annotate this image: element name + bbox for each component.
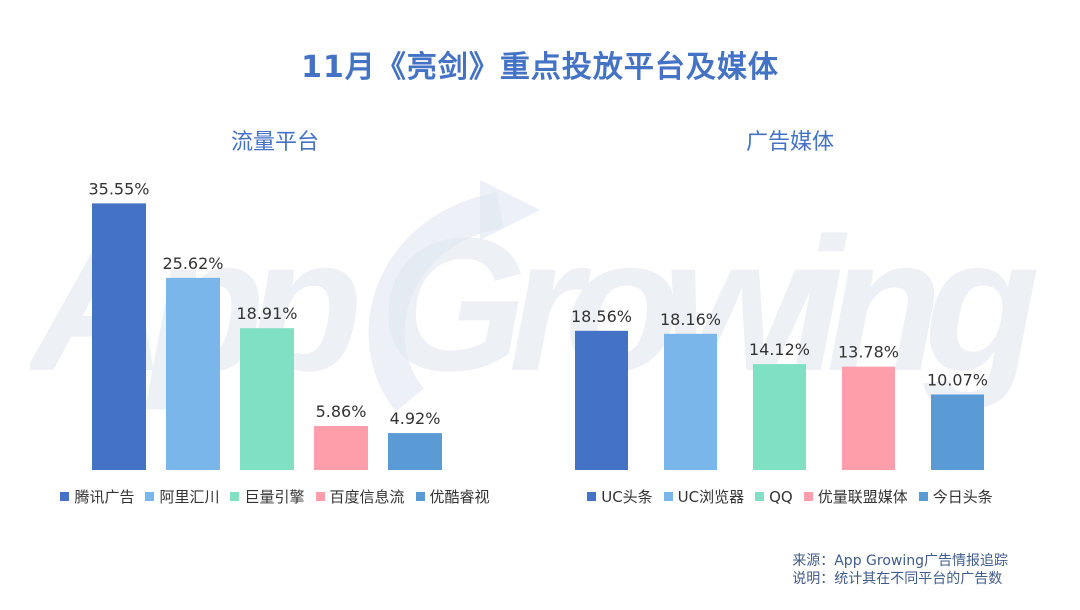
legend-swatch <box>60 492 70 501</box>
bar-1 <box>575 330 628 470</box>
legend-label: 腾讯广告 <box>74 488 135 506</box>
legend-item: 今日头条 <box>918 486 993 507</box>
legend-item: UC浏览器 <box>663 486 745 507</box>
legend-swatch <box>230 492 240 501</box>
legend-label: UC头条 <box>601 488 653 506</box>
legend-swatch <box>918 492 928 501</box>
legend-swatch <box>587 492 597 501</box>
chart-title-traffic-platforms: 流量平台 <box>230 130 319 155</box>
bar-chart-ad-media: 18.56% 18.16% 14.12% 13.78% 10.07% <box>571 307 988 470</box>
legend-swatch <box>415 492 425 501</box>
bar-value-label: 5.86% <box>316 402 367 421</box>
chart-panel-traffic-platforms: 流量平台 35.55% 25.62% 18.91% 5.86% 4.92% 腾讯广告 阿里… <box>40 120 510 530</box>
legend-item: 百度信息流 <box>315 486 405 507</box>
legend-item: UC头条 <box>587 486 653 507</box>
bar-2 <box>664 333 717 470</box>
legend-item: QQ <box>755 486 793 507</box>
method-note: 说明：统计其在不同平台的广告数 <box>792 571 1003 587</box>
bar-value-label: 14.12% <box>749 340 810 359</box>
legend-ad-media: UC头条 UC浏览器 QQ 优量联盟媒体 今日头条 <box>540 486 1040 507</box>
bar-value-label: 18.16% <box>660 310 721 329</box>
bar-5 <box>388 433 442 470</box>
bar-value-label: 35.55% <box>88 179 149 198</box>
bar-5 <box>931 394 984 470</box>
bar-4 <box>314 426 368 470</box>
bar-value-label: 18.91% <box>236 304 297 323</box>
legend-item: 巨量引擎 <box>230 486 305 507</box>
bar-value-label: 10.07% <box>927 370 988 389</box>
bar-4 <box>842 366 895 470</box>
bar-chart-traffic-platforms: 35.55% 25.62% 18.91% 5.86% 4.92% <box>88 179 442 470</box>
legend-label: 百度信息流 <box>329 488 405 506</box>
bar-value-label: 25.62% <box>162 254 223 273</box>
legend-item: 阿里汇川 <box>145 486 219 507</box>
source-note: 来源：App Growing广告情报追踪 <box>792 553 1008 569</box>
legend-swatch <box>755 492 765 501</box>
legend-swatch <box>145 492 155 501</box>
bar-3 <box>753 364 806 470</box>
legend-swatch <box>803 492 813 501</box>
legend-label: 巨量引擎 <box>244 488 305 506</box>
legend-traffic-platforms: 腾讯广告 阿里汇川 巨量引擎 百度信息流 优酷睿视 <box>40 486 510 507</box>
bar-value-label: 18.56% <box>571 307 632 326</box>
bar-2 <box>166 277 220 470</box>
legend-swatch <box>663 492 673 501</box>
chart-title-ad-media: 广告媒体 <box>745 130 834 155</box>
legend-label: UC浏览器 <box>677 488 745 506</box>
legend-item: 优量联盟媒体 <box>803 486 908 507</box>
legend-item: 腾讯广告 <box>60 486 134 507</box>
legend-label: 阿里汇川 <box>159 488 220 506</box>
legend-item: 优酷睿视 <box>415 486 490 507</box>
bar-value-label: 4.92% <box>390 409 441 428</box>
bar-3 <box>240 328 294 470</box>
legend-swatch <box>315 492 325 501</box>
legend-label: 优量联盟媒体 <box>817 488 908 506</box>
legend-label: QQ <box>769 487 793 506</box>
legend-label: 优酷睿视 <box>429 488 490 506</box>
bar-value-label: 13.78% <box>838 343 899 362</box>
legend-label: 今日头条 <box>932 488 993 506</box>
bar-1 <box>92 203 146 470</box>
footnote: 来源：App Growing广告情报追踪 说明：统计其在不同平台的广告数 <box>792 552 1008 588</box>
page-title: 11月《亮剑》重点投放平台及媒体 <box>301 50 779 85</box>
chart-panel-ad-media: 广告媒体 18.56% 18.16% 14.12% 13.78% 10.07% UC头条… <box>540 120 1040 530</box>
